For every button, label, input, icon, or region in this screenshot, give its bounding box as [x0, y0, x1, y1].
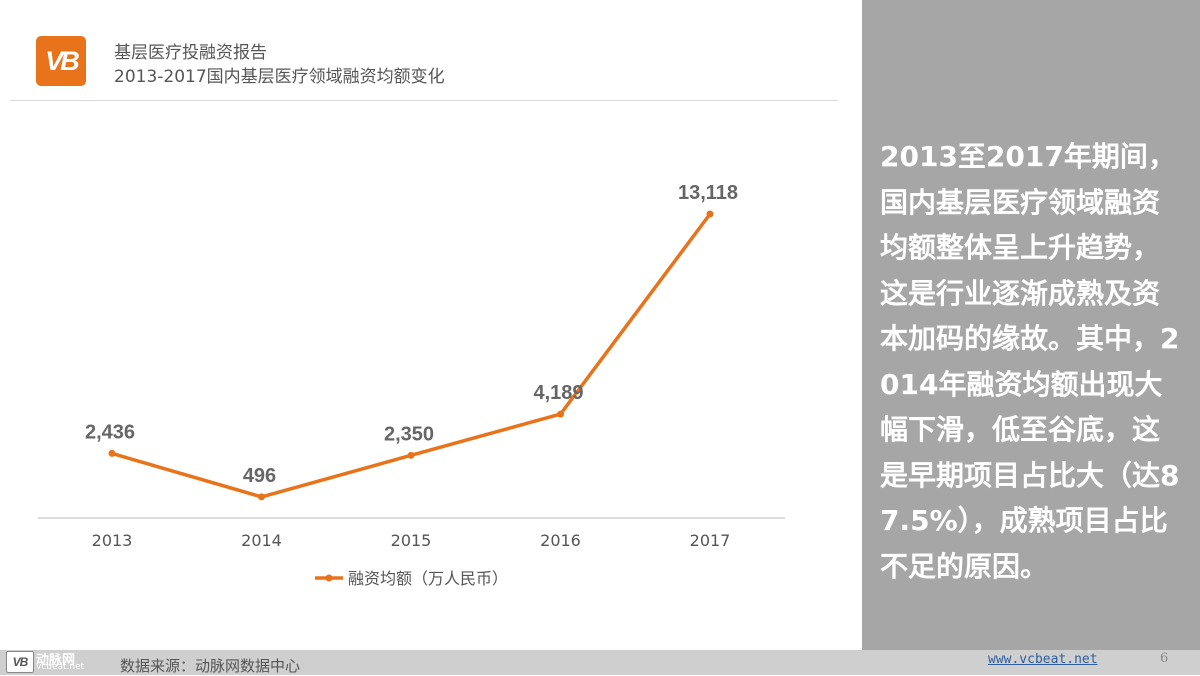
header-divider	[10, 100, 838, 101]
data-label: 2,350	[384, 423, 434, 445]
line-chart: 2,436 496 2,350 4,189 13,118 2013 2014 2015 2016…	[38, 182, 785, 588]
vcbeat-logo: VB	[36, 36, 86, 86]
data-point	[258, 493, 265, 501]
data-label: 4,189	[533, 382, 583, 404]
chart-subtitle: 2013-2017国内基层医疗领域融资均额变化	[114, 67, 445, 87]
summary-panel: 2013至2017年期间，国内基层医疗领域融资均额整体呈上升趋势，这是行业逐渐成…	[862, 0, 1200, 675]
data-point	[706, 210, 714, 218]
footer-bar	[0, 650, 1200, 675]
footer-logo: VB	[6, 651, 34, 673]
data-point	[557, 410, 564, 418]
data-label: 496	[243, 465, 276, 487]
data-source: 数据来源：动脉网数据中心	[120, 657, 301, 675]
website-link[interactable]: www.vcbeat.net	[988, 652, 1098, 667]
x-tick-label: 2014	[241, 531, 282, 550]
data-label: 2,436	[85, 421, 135, 443]
x-tick-label: 2015	[391, 531, 432, 550]
x-tick-label: 2016	[540, 531, 581, 550]
data-label: 13,118	[678, 182, 738, 204]
footer-brand: 动脉网	[36, 653, 76, 668]
x-tick-label: 2017	[690, 531, 731, 550]
logo-text: VB	[45, 45, 79, 76]
report-title: 基层医疗投融资报告	[114, 43, 267, 63]
legend-label: 融资均额（万人民币）	[348, 569, 508, 588]
footer-brand-url: vcbeat.net	[36, 662, 85, 672]
legend-marker	[325, 574, 333, 582]
x-tick-label: 2013	[92, 531, 133, 550]
summary-text: 2013至2017年期间，国内基层医疗领域融资均额整体呈上升趋势，这是行业逐渐成…	[880, 140, 1180, 583]
page-number: 6	[1160, 651, 1169, 666]
data-point	[407, 451, 415, 459]
data-point	[108, 449, 116, 457]
